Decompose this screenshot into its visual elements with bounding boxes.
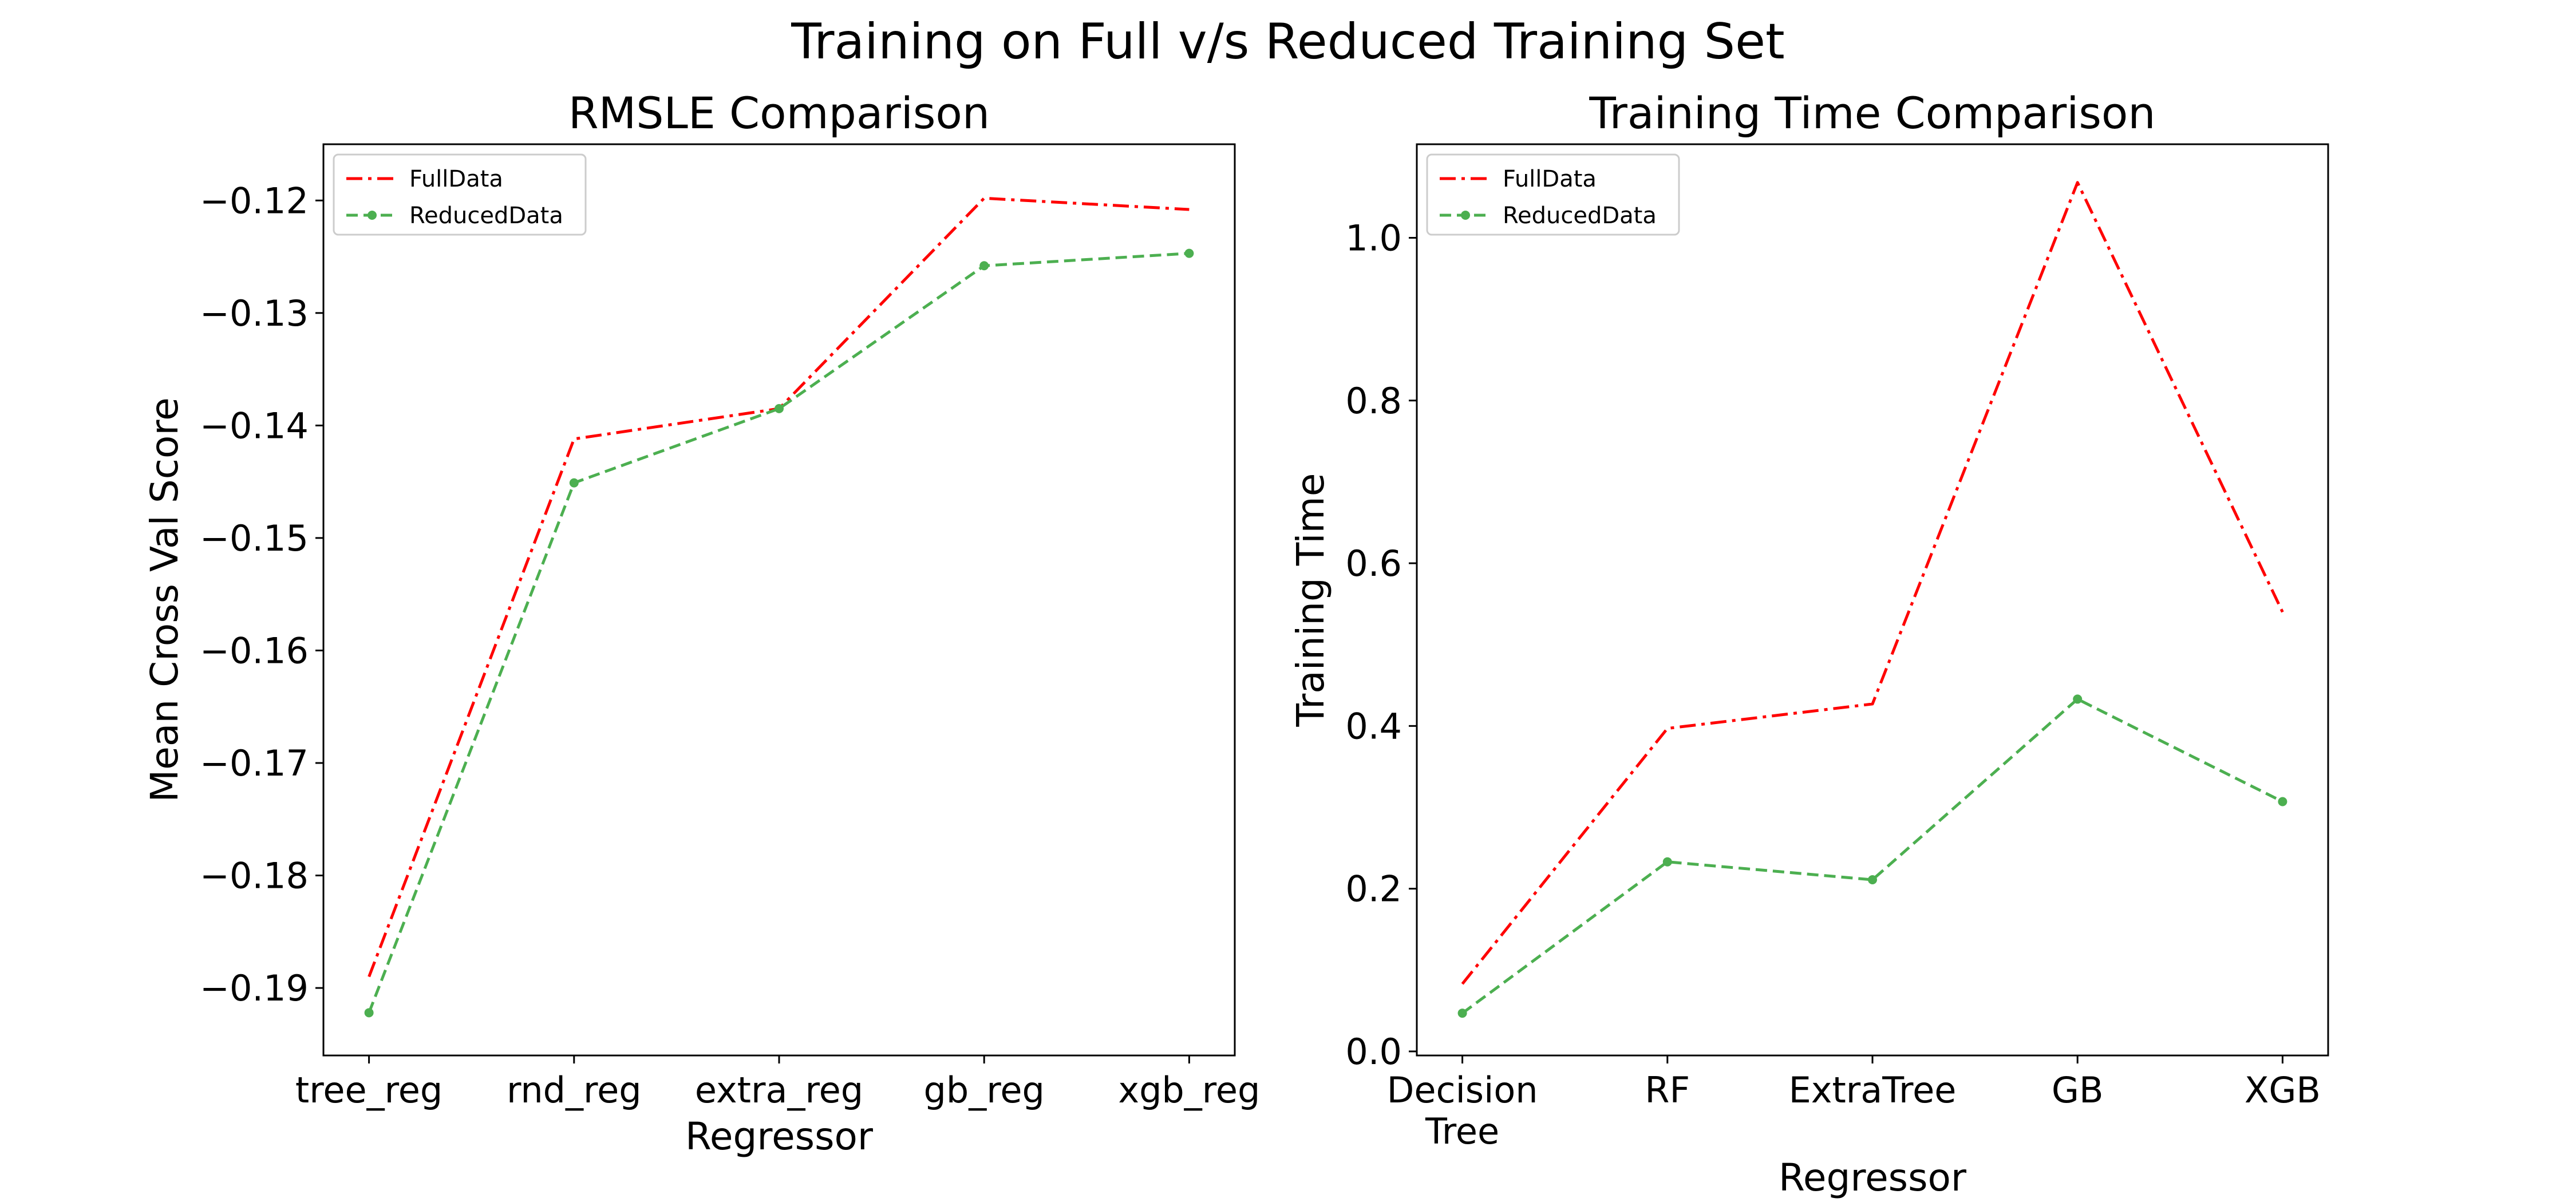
chart1-xtick-label: Decision Tree [1387, 1069, 1538, 1152]
chart1-series-reduceddata-point [1868, 875, 1877, 884]
chart0-series-reduceddata-line [368, 252, 1190, 1014]
chart1-legend-label-fulldata: FullData [1503, 166, 1597, 192]
chart1-xtick-label: ExtraTree [1789, 1069, 1957, 1111]
chart1-legend-label-reduceddata: ReducedData [1503, 203, 1657, 229]
chart0-ytick-label: −0.14 [200, 405, 309, 446]
chart1-series-reduceddata-line [1461, 697, 2283, 1015]
chart0-series-reduceddata-point [775, 404, 784, 413]
chart0-xtick-label: rnd_reg [507, 1069, 642, 1111]
chart1-legend [1426, 153, 1680, 236]
chart0-plot-frame [322, 143, 1236, 1057]
chart0-ytick-label: −0.17 [200, 742, 309, 784]
chart1-ytick-label: 0.0 [1345, 1031, 1402, 1073]
chart-rmsle-comparison: RMSLE Comparison −0.19 −0.18 −0.17 −0.16 −0.1… [143, 88, 1260, 1158]
chart0-legend-label-reduceddata: ReducedData [409, 203, 563, 229]
chart1-xlabel: Regressor [1779, 1156, 1967, 1200]
chart0-series-reduceddata-point [979, 261, 989, 271]
chart0-ytick-label: −0.13 [200, 292, 309, 334]
chart1-series-reduceddata-point [1662, 857, 1672, 867]
chart0-xtick-label: tree_reg [295, 1069, 442, 1111]
chart1-ytick-label: 0.8 [1345, 380, 1402, 422]
chart1-series-reduceddata-point [2073, 694, 2083, 704]
chart0-ytick-label: −0.16 [200, 630, 309, 671]
chart0-series-reduceddata-point [364, 1008, 374, 1018]
chart0-ytick-label: −0.15 [200, 517, 309, 559]
chart-training-time-comparison: Training Time Comparison 0.0 0.2 0.4 0.6 0.8 1… [1289, 88, 2329, 1200]
chart1-plot-frame [1416, 143, 2329, 1057]
chart0-series-reduceddata-point [569, 478, 579, 488]
chart0-legend-label-fulldata: FullData [409, 166, 503, 192]
chart0-ytick-label: −0.18 [200, 855, 309, 897]
chart1-series-reduceddata-point [2278, 797, 2287, 806]
figure-suptitle: Training on Full v/s Reduced Training Se… [791, 13, 1784, 70]
chart1-xtick-label: RF [1645, 1069, 1690, 1111]
chart1-ytick-label: 0.4 [1345, 705, 1402, 747]
chart1-xtick-label: XGB [2245, 1069, 2321, 1111]
chart0-xtick-label: gb_reg [924, 1069, 1045, 1111]
chart0-series-fulldata-line [368, 196, 1190, 978]
chart1-ytick-label: 1.0 [1345, 217, 1402, 259]
chart1-series-reduceddata-point [1457, 1009, 1467, 1018]
chart1-series-fulldata-line [1461, 181, 2284, 985]
chart0-legend [333, 153, 587, 236]
chart0-series-reduceddata-point [1184, 248, 1194, 258]
chart1-legend-marker-reduceddata [1461, 211, 1470, 220]
chart0-xtick-label: xgb_reg [1118, 1069, 1260, 1111]
chart0-ylabel: Mean Cross Val Score [143, 397, 187, 802]
chart1-ytick-label: 0.2 [1345, 868, 1402, 910]
chart0-xlabel: Regressor [685, 1114, 874, 1158]
chart0-xtick-label: extra_reg [695, 1069, 863, 1111]
chart0-legend-marker-reduceddata [368, 211, 377, 220]
chart1-xtick-label: GB [2052, 1069, 2104, 1111]
chart0-ytick-label: −0.19 [200, 967, 309, 1009]
chart1-ylabel: Training Time [1289, 473, 1333, 727]
chart1-ytick-label: 0.6 [1345, 543, 1402, 584]
chart1-title: Training Time Comparison [1589, 88, 2155, 139]
chart0-ytick-label: −0.12 [200, 180, 309, 222]
chart0-title: RMSLE Comparison [568, 88, 990, 139]
